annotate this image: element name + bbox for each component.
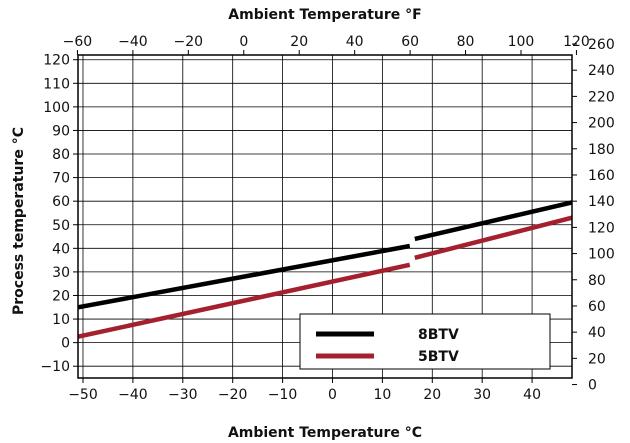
- right-tick-label: 40: [588, 325, 606, 341]
- right-tick-label: 20: [588, 351, 606, 367]
- bottom-tick-label: 30: [473, 387, 491, 403]
- top-tick-label: 100: [508, 34, 535, 50]
- right-tick-label: 240: [588, 63, 615, 79]
- bottom-tick-label: −30: [168, 387, 198, 403]
- left-tick-label: 50: [52, 218, 70, 234]
- top-tick-label: 80: [457, 34, 475, 50]
- left-tick-label: 110: [43, 76, 70, 92]
- top-tick-label: 120: [563, 34, 590, 50]
- left-tick-label: −10: [40, 359, 70, 375]
- bottom-tick-label: 10: [373, 387, 391, 403]
- legend-label-5btv: 5BTV: [418, 349, 459, 365]
- right-tick-label: 60: [588, 299, 606, 315]
- bottom-tick-label: 40: [523, 387, 541, 403]
- right-tick-label: 0: [588, 378, 597, 394]
- left-axis-ticks: −10 0 10 20 30 40 50 60 70 80 90 100 110 120: [40, 53, 78, 375]
- left-tick-label: 90: [52, 123, 70, 139]
- right-tick-label: 260: [588, 37, 615, 53]
- top-tick-label: −40: [118, 34, 148, 50]
- right-tick-label: 180: [588, 142, 615, 158]
- bottom-tick-label: −10: [268, 387, 298, 403]
- series-line-5btv: [414, 215, 573, 260]
- bottom-axis-title: Ambient Temperature °C: [228, 425, 422, 441]
- top-tick-label: 0: [239, 34, 248, 50]
- top-tick-label: −60: [63, 34, 93, 50]
- top-tick-label: 20: [290, 34, 308, 50]
- bottom-axis-ticks: −50 −40 −30 −20 −10 0 10 20 30 40: [68, 378, 541, 403]
- bottom-tick-label: −20: [218, 387, 248, 403]
- left-tick-label: 100: [43, 100, 70, 116]
- right-tick-label: 100: [588, 247, 615, 263]
- plot-frame: [77, 54, 573, 379]
- bottom-tick-label: −40: [118, 387, 148, 403]
- series-line-8btv: [414, 200, 573, 242]
- legend: 8BTV 5BTV: [299, 313, 551, 370]
- legend-box: [299, 313, 551, 370]
- left-tick-label: 30: [52, 265, 70, 281]
- right-tick-label: 220: [588, 89, 615, 105]
- top-tick-label: 40: [346, 34, 364, 50]
- right-tick-label: 160: [588, 168, 615, 184]
- left-tick-label: 70: [52, 171, 70, 187]
- left-tick-label: 0: [61, 336, 70, 352]
- top-tick-label: −20: [174, 34, 204, 50]
- series-layer: [77, 200, 573, 339]
- left-axis-title: Process temperature °C: [11, 127, 27, 315]
- left-tick-label: 120: [43, 53, 70, 69]
- left-tick-label: 10: [52, 312, 70, 328]
- left-tick-label: 60: [52, 194, 70, 210]
- top-axis-title: Ambient Temperature °F: [228, 7, 421, 23]
- top-axis-ticks: −60 −40 −20 0 20 40 60 80 100 120: [63, 34, 590, 55]
- right-tick-label: 140: [588, 194, 615, 210]
- right-axis-ticks: 0 20 40 60 80 100 120 140 160 180 200 220 240 260: [572, 37, 615, 394]
- right-tick-label: 80: [588, 273, 606, 289]
- bottom-tick-label: 20: [423, 387, 441, 403]
- series-line-8btv: [77, 243, 411, 310]
- top-tick-label: 60: [401, 34, 419, 50]
- left-tick-label: 20: [52, 288, 70, 304]
- legend-label-8btv: 8BTV: [418, 327, 459, 343]
- left-tick-label: 80: [52, 147, 70, 163]
- right-tick-label: 200: [588, 116, 615, 132]
- right-tick-label: 120: [588, 220, 615, 236]
- bottom-tick-label: 0: [328, 387, 337, 403]
- left-tick-label: 40: [52, 241, 70, 257]
- bottom-tick-label: −50: [68, 387, 98, 403]
- series-line-5btv: [77, 262, 411, 339]
